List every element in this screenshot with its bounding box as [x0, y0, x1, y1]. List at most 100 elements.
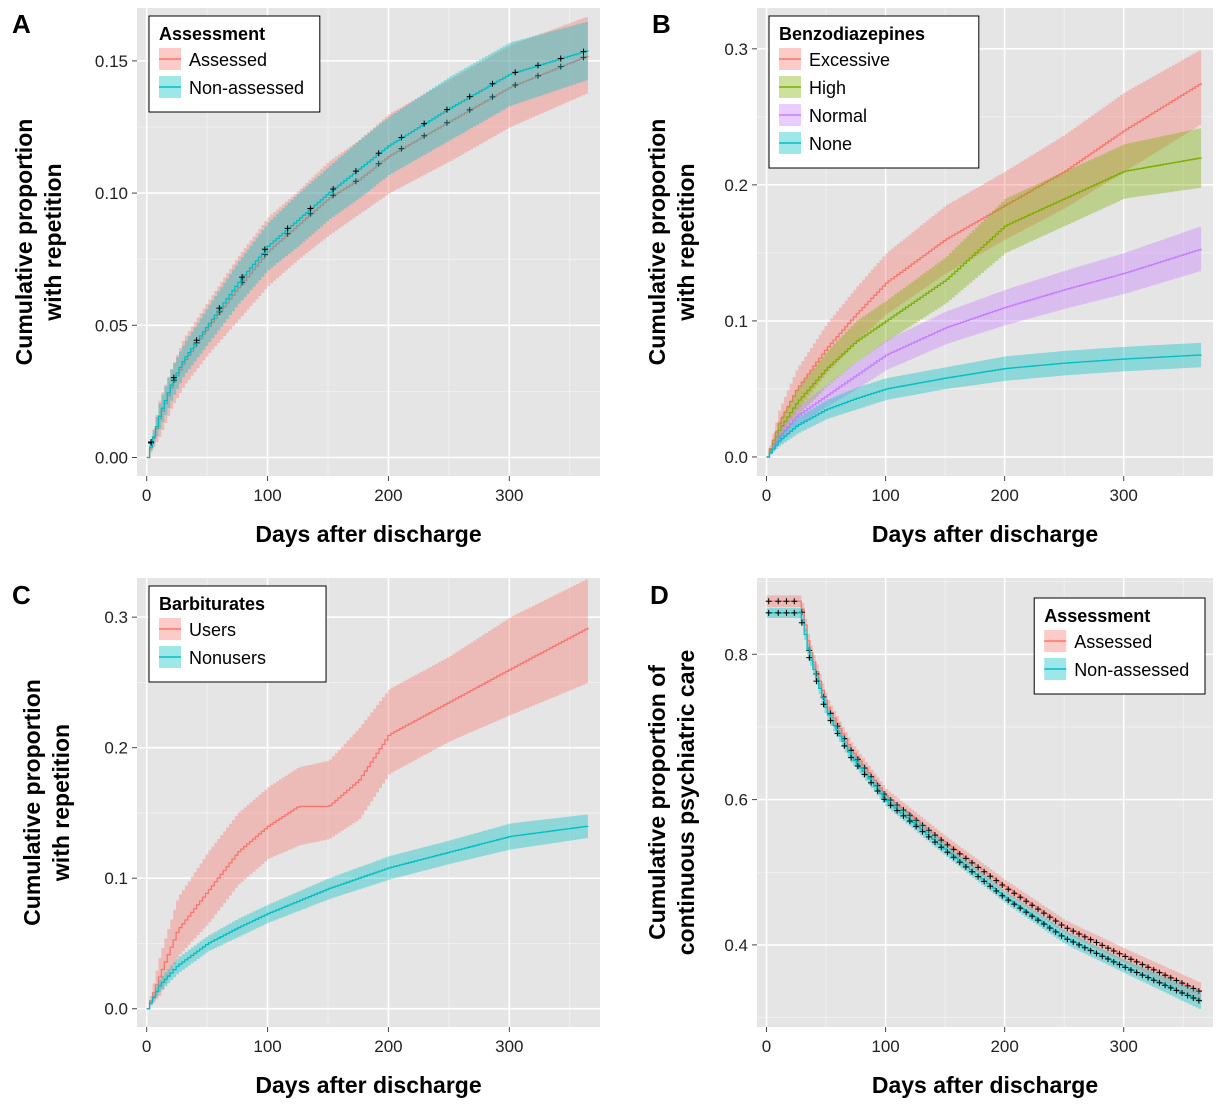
censor-mark [1116, 950, 1123, 957]
y-axis-title: Cumulative proportion with repetition [11, 119, 66, 366]
censor-mark [580, 54, 587, 61]
censor-mark [798, 619, 805, 626]
legend-label: None [809, 134, 852, 154]
censor-mark [443, 119, 450, 126]
censor-mark [987, 873, 994, 880]
censor-mark [1179, 989, 1186, 996]
x-axis-title: Days after discharge [872, 1072, 1098, 1098]
censor-mark [239, 274, 246, 281]
censor-mark [1184, 992, 1191, 999]
censor-mark [925, 827, 932, 834]
censor-mark [1179, 980, 1186, 987]
ci-band-non-assessed [766, 607, 1202, 1011]
censor-mark [1145, 974, 1152, 981]
censor-mark [765, 598, 772, 605]
censor-mark [981, 878, 988, 885]
censor-mark [1110, 947, 1117, 954]
censor-mark [841, 742, 848, 749]
y-axis-title: Cumulative proportion with repetition [644, 119, 699, 366]
y-axis-title: Cumulative proportion with repetition [19, 679, 74, 926]
y-tick-label: 0.15 [95, 52, 128, 71]
censor-mark [820, 701, 827, 708]
censor-mark [1087, 936, 1094, 943]
censor-mark [981, 868, 988, 875]
series-line-high [766, 157, 1202, 458]
censor-mark [913, 823, 920, 830]
censor-mark [906, 818, 913, 825]
censor-mark [466, 93, 473, 100]
panel-letter: D [650, 580, 669, 610]
y-axis-title-line: Cumulative proportion [644, 119, 670, 366]
censor-mark [861, 771, 868, 778]
censor-mark [887, 802, 894, 809]
censor-mark [1017, 905, 1024, 912]
y-tick-label: 0.6 [724, 791, 748, 810]
legend-label: Assessed [1074, 632, 1152, 652]
censor-mark [1064, 936, 1071, 943]
censor-mark [1029, 902, 1036, 909]
censor-mark [1046, 924, 1053, 931]
x-tick-label: 100 [871, 486, 899, 505]
ci-band-nonusers [146, 814, 588, 1009]
censor-mark [1011, 890, 1018, 897]
censor-mark [284, 225, 291, 232]
x-tick-label: 100 [871, 1037, 899, 1056]
censor-mark [783, 598, 790, 605]
censor-mark [1040, 910, 1047, 917]
y-axis-title: Cumulative proportion of continuous psych… [644, 650, 699, 955]
censor-mark [534, 62, 541, 69]
ci-band-normal [766, 225, 1202, 457]
censor-mark [1162, 972, 1169, 979]
censor-mark [975, 873, 982, 880]
censor-mark [944, 841, 951, 848]
censor-mark [791, 598, 798, 605]
ci-band-assessed [766, 595, 1202, 1001]
censor-mark [421, 132, 428, 139]
censor-mark [854, 756, 861, 763]
legend-box [148, 15, 321, 113]
x-tick-label: 300 [495, 1037, 523, 1056]
censor-mark [1122, 953, 1129, 960]
x-tick-label: 200 [374, 486, 402, 505]
panel-C: 0.0 0.1 0.2 0.3 0 100 200 300 Days after dischar… [12, 578, 600, 1098]
panel-B: 0.0 0.1 0.2 0.3 0 100 200 300 Days after dischar… [644, 8, 1213, 547]
censor-mark [421, 120, 428, 127]
y-axis-title-line: with repetition [48, 724, 74, 882]
censor-mark [1173, 977, 1180, 984]
legend-box [148, 585, 327, 683]
censor-mark [1023, 909, 1030, 916]
y-axis-title-line: Cumulative proportion [11, 119, 37, 366]
ci-band-none [766, 342, 1202, 457]
panel-letter: B [652, 9, 671, 39]
censor-mark [1184, 982, 1191, 989]
y-tick-label: 0.0 [724, 448, 748, 467]
censor-mark [806, 654, 813, 661]
legend: Barbiturates Users Nonusers [148, 585, 327, 683]
censor-mark [900, 807, 907, 814]
censor-mark [1139, 972, 1146, 979]
censor-mark [887, 796, 894, 803]
x-tick-label: 0 [762, 1037, 771, 1056]
censor-mark [307, 205, 314, 212]
y-axis-title-line: continuous psychiatric care [673, 650, 699, 955]
censor-mark [1122, 964, 1129, 971]
censor-mark [813, 678, 820, 685]
censor-mark [193, 337, 200, 344]
legend: Benzodiazepines Excessive High Normal None [768, 15, 980, 169]
censor-mark [466, 106, 473, 113]
x-tick-label: 300 [1110, 486, 1138, 505]
censor-mark [1099, 953, 1106, 960]
x-tick-label: 300 [1110, 1037, 1138, 1056]
legend: Assessment Assessed Non-assessed [1033, 597, 1206, 695]
y-tick-label: 0.4 [724, 936, 748, 955]
censor-mark [489, 93, 496, 100]
censor-mark [1099, 942, 1106, 949]
censor-mark [1195, 997, 1202, 1004]
censor-mark [944, 849, 951, 856]
y-axis-title-line: Cumulative proportion of [644, 665, 670, 940]
censor-mark [170, 374, 177, 381]
censor-mark [1127, 966, 1134, 973]
censor-mark [1145, 964, 1152, 971]
legend-label: Excessive [809, 50, 890, 70]
